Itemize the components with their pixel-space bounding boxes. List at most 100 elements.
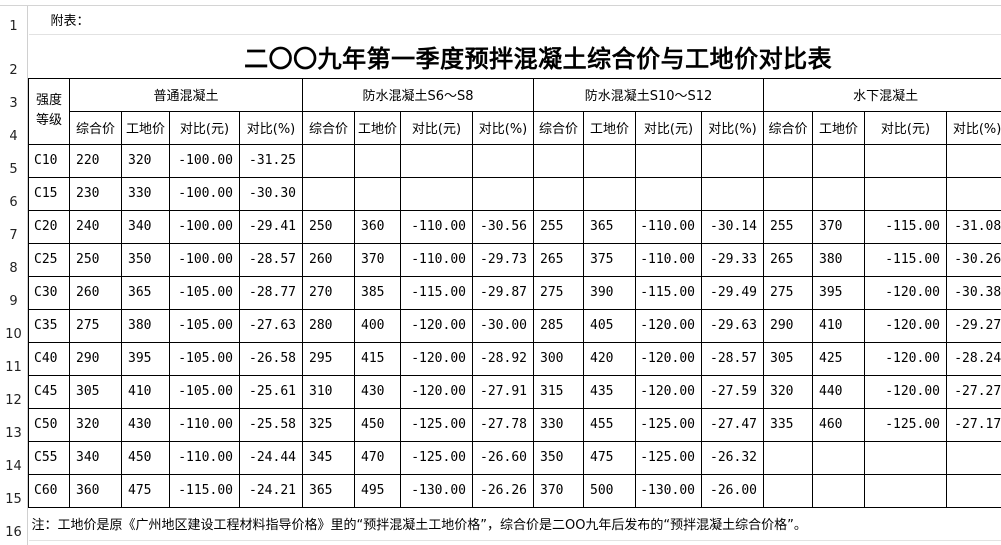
data-cell[interactable]: -28.57 <box>239 242 303 277</box>
data-cell[interactable]: 440 <box>812 374 865 409</box>
grade-cell[interactable]: C35 <box>28 308 70 343</box>
data-cell[interactable]: 250 <box>302 209 355 244</box>
data-cell[interactable]: 325 <box>302 407 355 442</box>
data-cell[interactable]: 395 <box>812 275 865 310</box>
data-cell[interactable]: 290 <box>763 308 813 343</box>
data-cell[interactable]: 265 <box>533 242 584 277</box>
data-cell[interactable]: -110.00 <box>400 242 473 277</box>
data-cell[interactable]: -29.63 <box>701 308 764 343</box>
data-cell[interactable]: -28.57 <box>701 341 764 376</box>
data-cell[interactable]: 370 <box>533 473 584 508</box>
data-cell[interactable]: -30.56 <box>472 209 534 244</box>
data-cell[interactable]: -120.00 <box>864 275 947 310</box>
data-cell[interactable]: -27.47 <box>701 407 764 442</box>
data-cell[interactable] <box>812 176 865 211</box>
data-cell[interactable]: 390 <box>583 275 636 310</box>
data-cell[interactable]: 365 <box>121 275 170 310</box>
row-number[interactable]: 1 <box>9 19 18 34</box>
data-cell[interactable]: 285 <box>533 308 584 343</box>
grade-cell[interactable]: C40 <box>28 341 70 376</box>
column-header[interactable]: 综合价 <box>533 110 584 145</box>
data-cell[interactable]: -105.00 <box>169 308 240 343</box>
data-cell[interactable]: 330 <box>121 176 170 211</box>
data-cell[interactable] <box>945 440 1001 475</box>
group-header[interactable]: 普通混凝土 <box>69 77 303 112</box>
grade-cell[interactable]: C15 <box>28 176 70 211</box>
column-header[interactable]: 综合价 <box>69 110 122 145</box>
data-cell[interactable]: 340 <box>69 440 122 475</box>
data-cell[interactable]: 380 <box>121 308 170 343</box>
row-number[interactable]: 15 <box>5 492 22 507</box>
data-cell[interactable]: 320 <box>763 374 813 409</box>
data-cell[interactable]: -28.24 <box>945 341 1001 376</box>
data-cell[interactable]: 290 <box>69 341 122 376</box>
data-cell[interactable]: 275 <box>763 275 813 310</box>
data-cell[interactable]: -105.00 <box>169 374 240 409</box>
data-cell[interactable] <box>354 143 401 178</box>
column-header[interactable]: 对比(元) <box>635 110 702 145</box>
appendix-label[interactable]: 附表： <box>28 6 1001 35</box>
column-header[interactable]: 综合价 <box>302 110 355 145</box>
data-cell[interactable]: 295 <box>302 341 355 376</box>
data-cell[interactable]: 475 <box>583 440 636 475</box>
data-cell[interactable]: -29.27 <box>945 308 1001 343</box>
data-cell[interactable]: 305 <box>763 341 813 376</box>
data-cell[interactable]: 280 <box>302 308 355 343</box>
data-cell[interactable] <box>812 143 865 178</box>
data-cell[interactable]: 435 <box>583 374 636 409</box>
data-cell[interactable] <box>302 143 355 178</box>
data-cell[interactable]: 340 <box>121 209 170 244</box>
row-number[interactable]: 7 <box>9 228 18 243</box>
column-header[interactable]: 工地价 <box>121 110 170 145</box>
data-cell[interactable]: -24.21 <box>239 473 303 508</box>
data-cell[interactable] <box>763 143 813 178</box>
data-cell[interactable]: 230 <box>69 176 122 211</box>
data-cell[interactable]: -110.00 <box>169 407 240 442</box>
data-cell[interactable]: 330 <box>533 407 584 442</box>
data-cell[interactable]: 370 <box>812 209 865 244</box>
column-header[interactable]: 工地价 <box>583 110 636 145</box>
data-cell[interactable] <box>533 143 584 178</box>
column-header[interactable]: 对比(%) <box>701 110 764 145</box>
data-cell[interactable]: -100.00 <box>169 176 240 211</box>
data-cell[interactable]: -120.00 <box>400 308 473 343</box>
data-cell[interactable] <box>864 473 947 508</box>
data-cell[interactable]: 275 <box>69 308 122 343</box>
data-cell[interactable]: 460 <box>812 407 865 442</box>
data-cell[interactable]: 420 <box>583 341 636 376</box>
data-cell[interactable] <box>701 176 764 211</box>
grade-cell[interactable]: C45 <box>28 374 70 409</box>
data-cell[interactable]: -31.08 <box>945 209 1001 244</box>
data-cell[interactable]: -29.33 <box>701 242 764 277</box>
data-cell[interactable] <box>302 176 355 211</box>
data-cell[interactable]: 410 <box>121 374 170 409</box>
data-cell[interactable] <box>533 176 584 211</box>
data-cell[interactable]: -110.00 <box>169 440 240 475</box>
data-cell[interactable]: -27.59 <box>701 374 764 409</box>
grade-cell[interactable]: C55 <box>28 440 70 475</box>
data-cell[interactable]: 335 <box>763 407 813 442</box>
data-cell[interactable]: 425 <box>812 341 865 376</box>
data-cell[interactable]: -130.00 <box>635 473 702 508</box>
data-cell[interactable]: 365 <box>302 473 355 508</box>
data-cell[interactable]: -29.73 <box>472 242 534 277</box>
row-number[interactable]: 5 <box>9 162 18 177</box>
data-cell[interactable]: 260 <box>69 275 122 310</box>
data-cell[interactable]: 350 <box>121 242 170 277</box>
grade-cell[interactable]: C10 <box>28 143 70 178</box>
data-cell[interactable]: 430 <box>121 407 170 442</box>
data-cell[interactable]: 240 <box>69 209 122 244</box>
data-cell[interactable]: -25.58 <box>239 407 303 442</box>
page-title[interactable]: 二〇〇九年第一季度预拌混凝土综合价与工地价对比表 <box>28 34 1001 79</box>
data-cell[interactable]: 475 <box>121 473 170 508</box>
data-cell[interactable]: 250 <box>69 242 122 277</box>
data-cell[interactable]: -26.26 <box>472 473 534 508</box>
data-cell[interactable]: -110.00 <box>635 209 702 244</box>
data-cell[interactable]: -30.26 <box>945 242 1001 277</box>
data-cell[interactable]: 385 <box>354 275 401 310</box>
data-cell[interactable]: 360 <box>354 209 401 244</box>
data-cell[interactable] <box>945 143 1001 178</box>
data-cell[interactable]: -120.00 <box>635 374 702 409</box>
data-cell[interactable] <box>472 176 534 211</box>
data-cell[interactable]: -125.00 <box>400 440 473 475</box>
